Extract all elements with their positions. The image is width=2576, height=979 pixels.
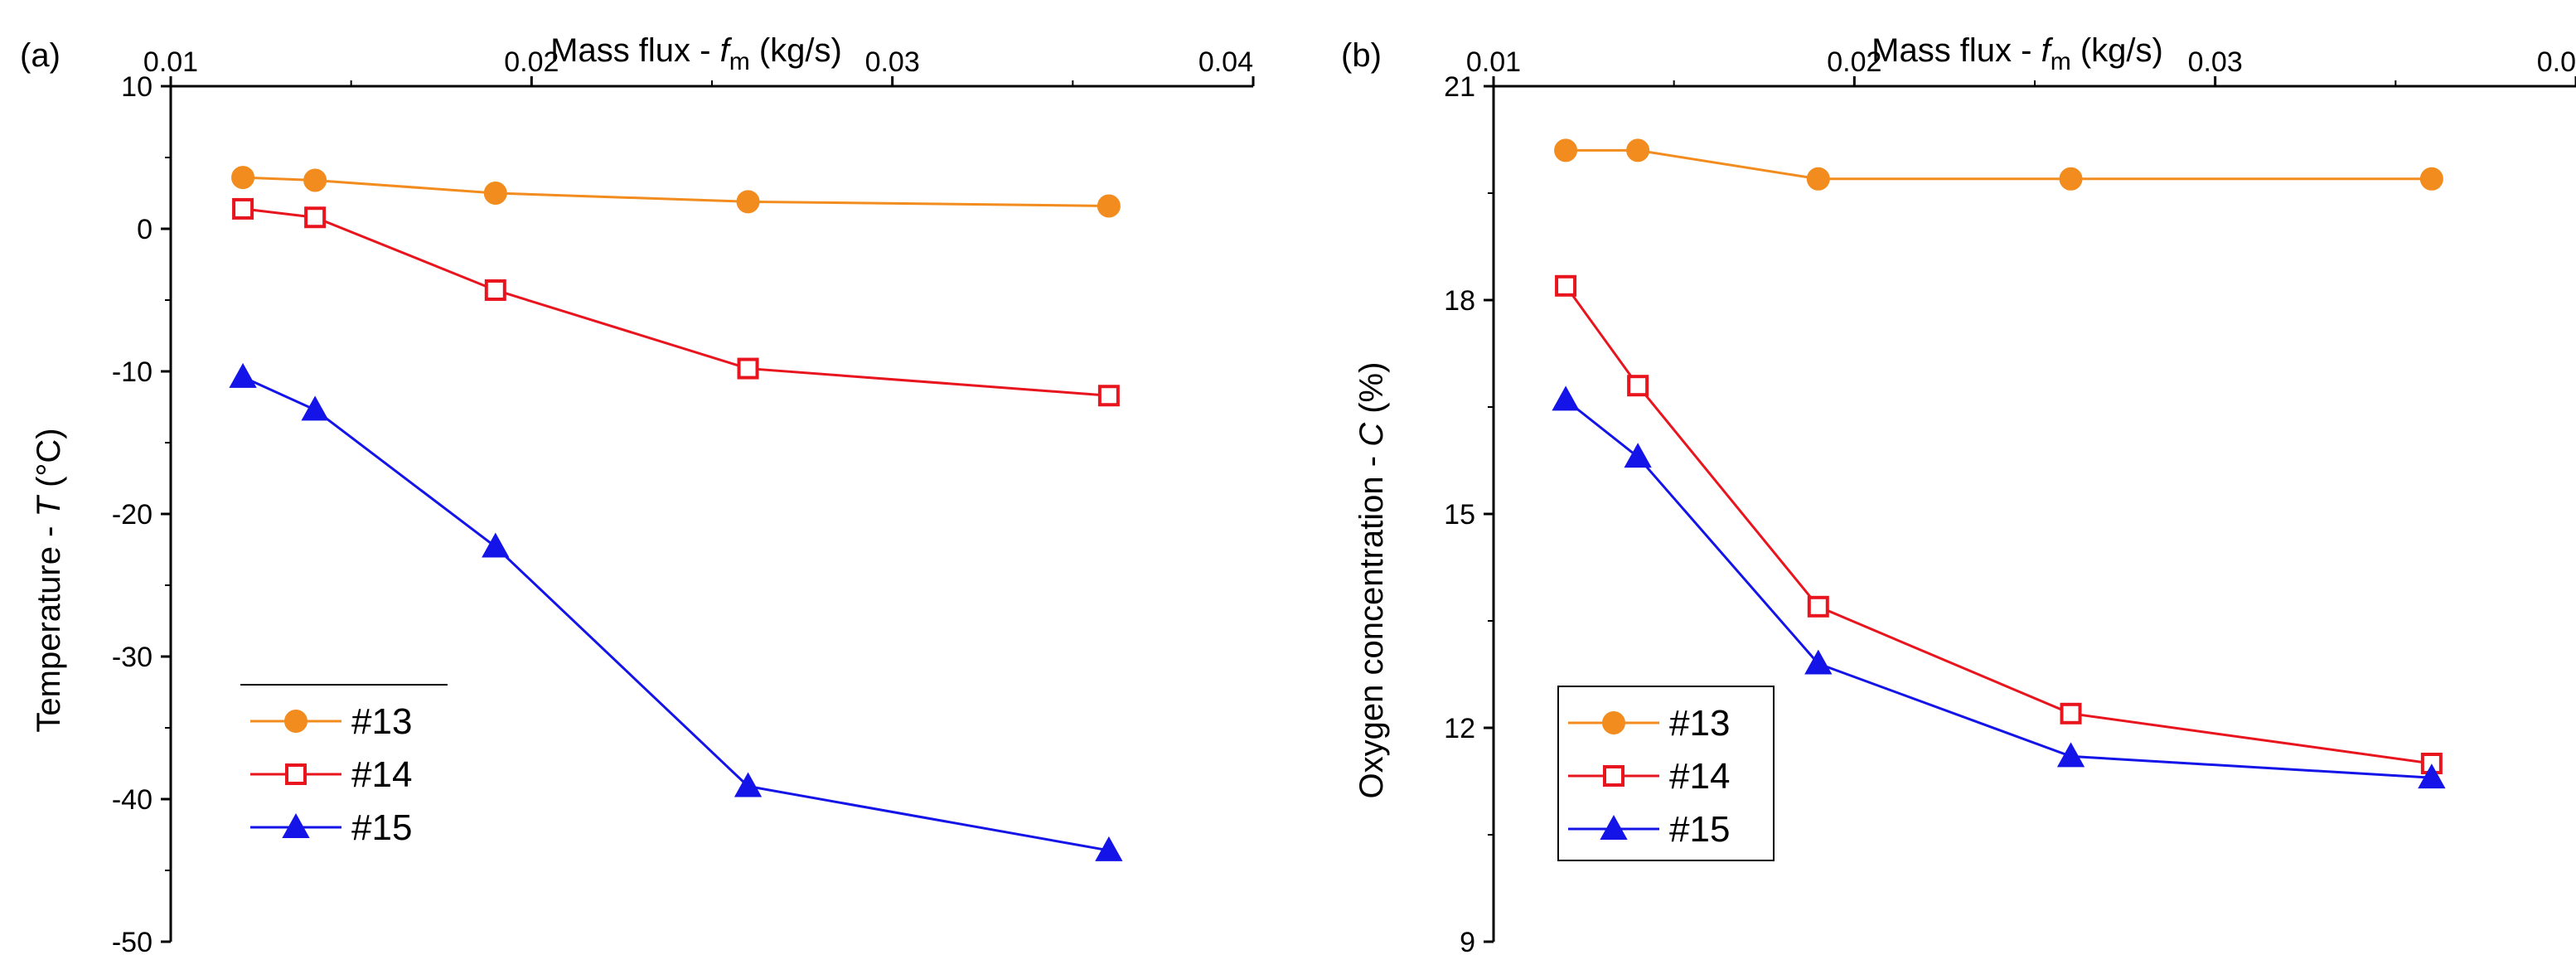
y-tick-label: 10 <box>121 71 153 103</box>
series-14 <box>1555 274 2443 774</box>
x-tick-label: 0.01 <box>1466 46 1521 78</box>
y-tick-label: 12 <box>1444 713 1475 744</box>
y-tick-label: 9 <box>1460 927 1475 958</box>
x-tick-label: 0.03 <box>2188 46 2243 78</box>
x-axis-title: Mass flux - fm (kg/s) <box>1871 32 2163 75</box>
data-point <box>1554 138 1578 162</box>
data-point <box>1804 649 1833 675</box>
y-axis-title-variable: C <box>1353 422 1390 447</box>
y-tick-label: 18 <box>1444 285 1475 317</box>
y-tick-label: 0 <box>137 214 153 245</box>
legend-label: #13 <box>1669 703 1730 744</box>
legend-swatch-marker <box>1603 765 1625 787</box>
legend-label: #15 <box>1669 809 1730 850</box>
data-point <box>1552 385 1580 411</box>
data-point <box>737 357 759 380</box>
data-point <box>229 362 257 388</box>
legend-swatch-marker <box>285 763 307 785</box>
data-point <box>301 395 329 421</box>
data-point <box>2059 167 2083 191</box>
series-15 <box>1552 385 2446 789</box>
data-point <box>304 206 327 229</box>
y-axis-title-prefix: Oxygen concentration - <box>1353 447 1390 799</box>
data-point <box>484 279 506 301</box>
data-point <box>2419 167 2443 191</box>
x-axis-title-unit: (kg/s) <box>750 32 842 69</box>
y-axis-title-unit: (°C) <box>31 428 67 497</box>
data-point <box>303 168 327 192</box>
data-point <box>1095 836 1123 861</box>
data-point <box>232 197 254 220</box>
panel-b-oxygen-chart: 0.01 0.02 0.03 0.0 21 18 15 12 9 (b) Mass flux - f… <box>1341 32 2576 958</box>
legend-label: #14 <box>351 754 412 795</box>
data-point <box>736 190 760 214</box>
x-tick-label: 0.02 <box>1827 46 1881 78</box>
legend: #13 #14 #15 <box>1557 686 1775 861</box>
y-tick-label: 15 <box>1444 499 1475 531</box>
panel-label: (a) <box>20 37 61 74</box>
legend-swatch-marker <box>1600 814 1628 840</box>
x-axis-title-prefix: Mass flux - <box>550 32 719 69</box>
y-tick-label: 21 <box>1444 71 1475 103</box>
y-tick-label: -40 <box>112 784 153 816</box>
x-tick-label: 0.0 <box>2537 46 2576 78</box>
panel-label: (b) <box>1341 37 1382 74</box>
legend-swatch-marker <box>1602 711 1625 734</box>
series-13 <box>1554 138 2443 191</box>
x-axis-title-subscript: m <box>729 48 750 75</box>
data-point <box>1626 138 1650 162</box>
data-point <box>231 166 255 190</box>
x-axis-title: Mass flux - fm (kg/s) <box>550 32 842 75</box>
y-tick-label: -20 <box>112 499 153 531</box>
y-tick-label: -10 <box>112 356 153 388</box>
data-point <box>1627 375 1649 397</box>
y-axis-title-variable: T <box>31 494 67 516</box>
y-axis-title-prefix: Temperature - <box>31 516 67 732</box>
legend-label: #14 <box>1669 756 1730 797</box>
x-axis-title-unit: (kg/s) <box>2071 32 2163 69</box>
data-point <box>483 182 507 205</box>
data-point <box>1097 194 1121 218</box>
x-tick-label: 0.02 <box>504 46 559 78</box>
data-point <box>1807 595 1829 618</box>
legend-swatch-marker <box>284 710 307 733</box>
x-tick-label: 0.01 <box>143 46 198 78</box>
data-point <box>1806 167 1830 191</box>
series-line <box>242 207 1109 397</box>
x-axis-title-subscript: m <box>2051 48 2071 75</box>
y-axis-title: Oxygen concentration - C (%) <box>1353 362 1390 799</box>
series-line <box>1566 148 2432 181</box>
legend: #13 #14 #15 <box>240 684 448 848</box>
data-point <box>2418 763 2446 789</box>
y-tick-label: -30 <box>112 642 153 673</box>
series-14 <box>232 197 1120 407</box>
legend-swatch-marker <box>282 812 310 838</box>
series-15 <box>229 362 1123 861</box>
legend-box <box>1557 686 1775 861</box>
y-axis-title: Temperature - T (°C) <box>31 428 67 732</box>
legend-label: #15 <box>351 807 412 848</box>
data-point <box>2060 702 2082 725</box>
x-tick-label: 0.04 <box>1198 46 1253 78</box>
series-line <box>243 176 1109 207</box>
data-point <box>482 532 510 558</box>
data-point <box>2056 742 2085 768</box>
series-13 <box>231 166 1121 218</box>
x-axis-title-prefix: Mass flux - <box>1871 32 2041 69</box>
panel-a-temperature-chart: 0.01 0.02 0.03 0.04 10 0 -10 -20 -30 -40 -50 (a) Mas… <box>20 32 1255 958</box>
legend-label: #13 <box>351 701 412 742</box>
x-tick-label: 0.03 <box>865 46 920 78</box>
data-point <box>1624 443 1652 468</box>
data-point <box>1097 385 1120 407</box>
data-point <box>734 772 763 797</box>
data-point <box>1555 274 1577 297</box>
y-tick-label: -50 <box>112 927 153 958</box>
y-axis-title-unit: (%) <box>1353 362 1390 423</box>
